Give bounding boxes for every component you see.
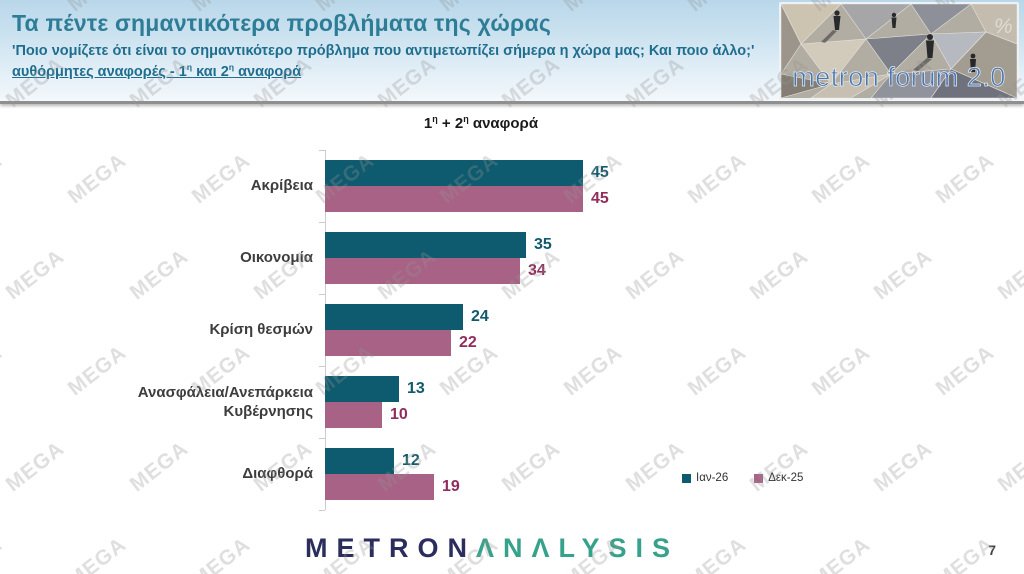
category-bars: 12 19 [325,448,893,500]
bar-value-label: 22 [459,334,477,351]
metron-forum-logo-text: metron forum 2.0 [792,62,1006,92]
bar-line: 45 [325,186,893,212]
superscript: η [186,62,193,73]
logo-word-metron: METRON [304,533,476,563]
metron-forum-logo: % metron forum 2.0 [779,2,1019,100]
mosaic-photo-icon: % metron forum 2.0 [781,4,1017,98]
bar-Δεκ-25 [325,186,583,212]
category-label: Κρίση θεσμών [209,321,313,339]
chart-row: Ακρίβεια 45 45 [113,150,893,222]
bar-line: 35 [325,232,893,258]
people-silhouettes-icon [821,10,976,72]
bar-value-label: 24 [471,308,489,325]
header-text: Τα πέντε σημαντικότερα προβλήματα της χώ… [12,10,772,80]
bar-value-label: 45 [591,190,609,207]
logo-word-analysis: ΛNΛLYSIS [475,533,680,563]
legend-label: Δεκ-25 [768,472,804,484]
text-part: 1 [423,115,433,132]
bar-line: 12 [325,448,893,474]
watermark-text: MEGA [993,244,1024,305]
category-label: Ανασφάλεια/Ανεπάρκεια Κυβέρνησης [137,383,313,421]
chart-title: 1η + 2η αναφορά [325,114,637,132]
bar-value-label: 34 [528,262,546,279]
watermark-text: MEGA [0,148,7,209]
bar-line: 24 [325,304,893,330]
axis-tick [319,294,325,295]
category-label: Οικονομία [240,249,313,267]
bar-line: 34 [325,258,893,284]
category-bars: 24 22 [325,304,893,356]
bar-Ιαν-26 [325,448,394,474]
chart-row: Κρίση θεσμών 24 22 [113,294,893,366]
legend-item-Δεκ-25: Δεκ-25 [754,472,803,484]
bar-value-label: 13 [407,380,425,397]
legend-label: Ιαν-26 [696,472,729,484]
watermark-text: MEGA [931,148,999,209]
watermark-text: MEGA [931,340,999,401]
bar-Ιαν-26 [325,376,399,402]
category-label: Ακρίβεια [250,177,313,195]
chart-row: Ανασφάλεια/Ανεπάρκεια Κυβέρνησης 13 10 [113,366,893,438]
question-subtitle: 'Ποιο νομίζετε ότι είναι το σημαντικότερ… [12,43,755,59]
watermark-text: MEGA [1,436,69,497]
percent-symbol: % [994,15,1013,38]
watermark-text: MEGA [993,436,1024,497]
bar-value-label: 10 [390,406,408,423]
bar-value-label: 19 [442,478,460,495]
header: Τα πέντε σημαντικότερα προβλήματα της χώ… [0,0,1024,104]
watermark-text: MEGA [1,244,69,305]
axis-tick [319,222,325,223]
legend: Ιαν-26 Δεκ-25 [682,472,803,484]
chart-row: Διαφθορά 12 19 [113,438,893,510]
axis-tick [319,366,325,367]
bar-Ιαν-26 [325,304,463,330]
superscript: η [432,114,438,124]
bar-Δεκ-25 [325,330,451,356]
chart-rows: Ακρίβεια 45 45 Οικονομία 35 34 Κρίση θεσμών 24 2… [113,150,893,510]
bar-Δεκ-25 [325,402,382,428]
legend-item-Ιαν-26: Ιαν-26 [682,472,728,484]
axis-tick [319,510,325,511]
bar-Δεκ-25 [325,258,520,284]
page-number: 7 [988,542,996,558]
bar-Ιαν-26 [325,232,526,258]
bar-value-label: 45 [591,164,609,181]
bar-line: 10 [325,402,893,428]
text-part: αναφορά [468,115,539,132]
legend-swatch [754,473,764,483]
page-title: Τα πέντε σημαντικότερα προβλήματα της χώ… [12,10,551,36]
bar-chart: Ακρίβεια 45 45 Οικονομία 35 34 Κρίση θεσμών 24 2… [113,150,893,510]
metron-analysis-logo: METRONΛNΛLYSIS [0,533,984,564]
bar-Δεκ-25 [325,474,434,500]
reference-line: αυθόρμητες αναφορές - 1η και 2η αναφορά [12,62,772,80]
bar-line: 13 [325,376,893,402]
category-bars: 13 10 [325,376,893,428]
chart-row: Οικονομία 35 34 [113,222,893,294]
bar-line: 45 [325,160,893,186]
category-label: Διαφθορά [242,465,313,483]
text-part: αυθόρμητες αναφορές - 1 [12,63,187,80]
bar-line: 22 [325,330,893,356]
bar-value-label: 35 [534,236,552,253]
watermark-text: MEGA [0,340,7,401]
text-part: αναφορά [234,63,302,80]
bar-line: 19 [325,474,893,500]
bar-value-label: 12 [402,452,420,469]
axis-tick [319,438,325,439]
legend-swatch [682,473,691,483]
superscript: η [228,62,235,73]
text-part: + 2 [437,115,464,132]
axis-tick [319,150,325,151]
category-bars: 45 45 [325,160,893,212]
text-part: και 2 [192,63,229,80]
bar-Ιαν-26 [325,160,583,186]
superscript: η [463,114,469,124]
category-bars: 35 34 [325,232,893,284]
